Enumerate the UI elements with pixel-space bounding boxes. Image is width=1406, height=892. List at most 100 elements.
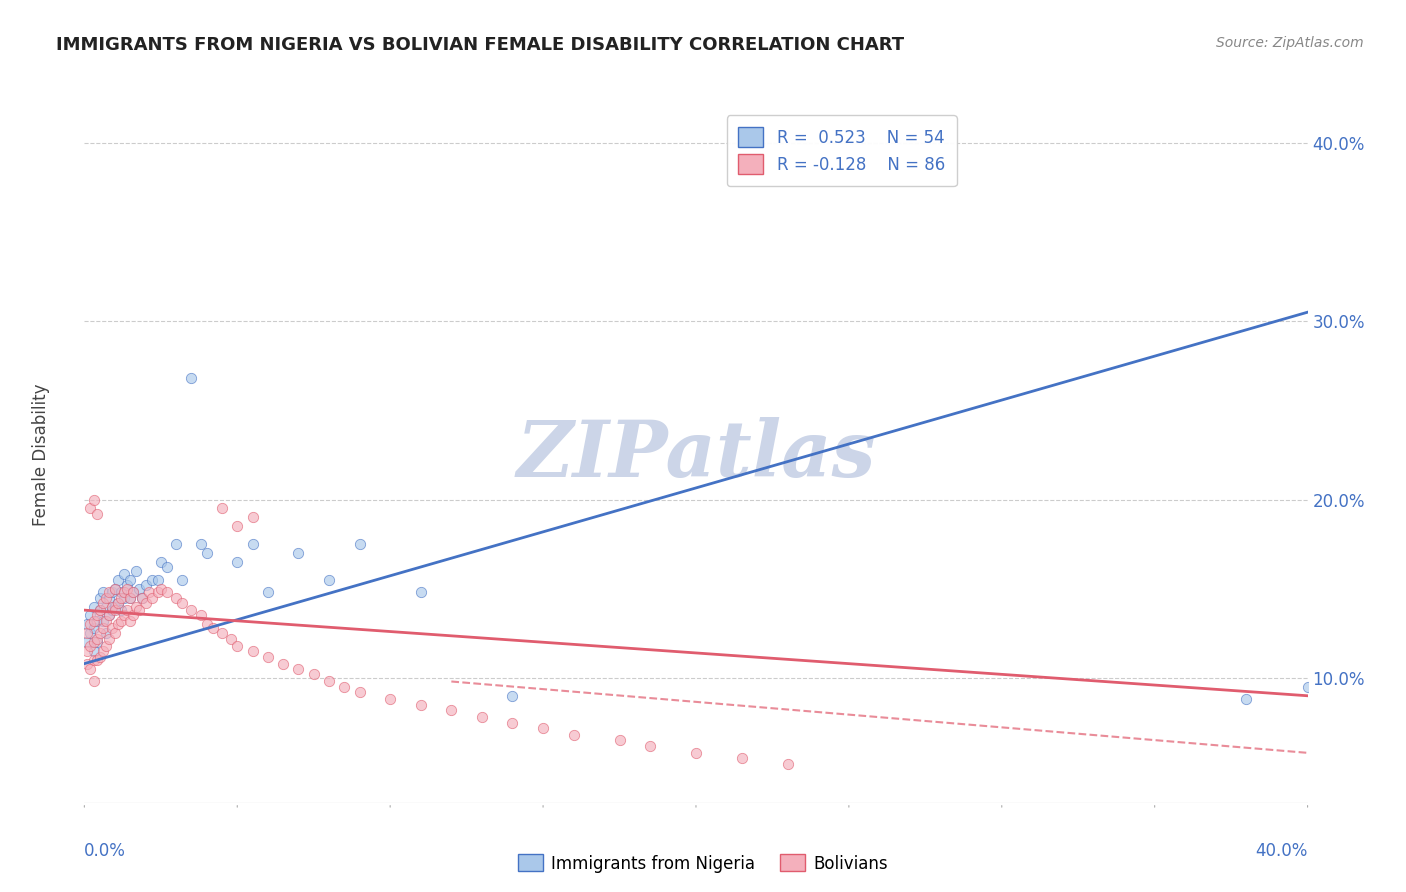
Point: [86, 632, 108, 646]
Point: [79, 639, 101, 653]
Point: [471, 710, 494, 724]
Point: [380, 692, 402, 706]
Point: [83, 599, 105, 614]
Point: [122, 608, 145, 623]
Point: [97, 608, 120, 623]
Point: [122, 585, 145, 599]
Point: [115, 578, 138, 592]
Point: [94, 591, 117, 605]
Point: [89, 591, 111, 605]
Point: [83, 674, 105, 689]
Point: [502, 715, 524, 730]
Point: [79, 617, 101, 632]
Point: [125, 599, 148, 614]
Point: [104, 582, 127, 596]
Point: [165, 537, 187, 551]
Point: [94, 639, 117, 653]
Point: [219, 632, 242, 646]
Point: [112, 608, 135, 623]
Point: [531, 721, 554, 735]
Point: [91, 614, 114, 628]
Point: [104, 626, 127, 640]
Point: [242, 644, 264, 658]
Point: [609, 733, 631, 747]
Point: [156, 560, 179, 574]
Text: ZIPatlas: ZIPatlas: [516, 417, 876, 493]
Point: [120, 591, 142, 605]
Point: [120, 573, 142, 587]
Point: [318, 674, 340, 689]
Point: [172, 596, 194, 610]
Point: [131, 591, 153, 605]
Point: [349, 685, 371, 699]
Point: [138, 585, 160, 599]
Point: [409, 585, 432, 599]
Point: [91, 621, 114, 635]
Point: [94, 599, 117, 614]
Point: [685, 746, 707, 760]
Point: [128, 603, 150, 617]
Point: [86, 507, 108, 521]
Point: [83, 614, 105, 628]
Point: [101, 603, 124, 617]
Point: [101, 599, 124, 614]
Point: [91, 585, 114, 599]
Point: [115, 603, 138, 617]
Point: [318, 573, 340, 587]
Point: [257, 649, 280, 664]
Point: [131, 591, 153, 605]
Legend: R =  0.523    N = 54, R = -0.128    N = 86: R = 0.523 N = 54, R = -0.128 N = 86: [727, 115, 956, 186]
Point: [120, 614, 142, 628]
Point: [86, 653, 108, 667]
Point: [195, 546, 218, 560]
Point: [89, 649, 111, 664]
Point: [211, 626, 233, 640]
Point: [201, 621, 224, 635]
Point: [112, 591, 135, 605]
Point: [104, 603, 127, 617]
Point: [110, 614, 132, 628]
Point: [110, 585, 132, 599]
Point: [112, 567, 135, 582]
Point: [97, 591, 120, 605]
Point: [79, 501, 101, 516]
Point: [149, 582, 172, 596]
Point: [135, 578, 157, 592]
Point: [562, 728, 585, 742]
Text: IMMIGRANTS FROM NIGERIA VS BOLIVIAN FEMALE DISABILITY CORRELATION CHART: IMMIGRANTS FROM NIGERIA VS BOLIVIAN FEMA…: [56, 36, 904, 54]
Point: [89, 603, 111, 617]
Point: [86, 635, 108, 649]
Point: [141, 573, 163, 587]
Point: [89, 626, 111, 640]
Point: [76, 617, 98, 632]
Point: [83, 644, 105, 658]
Point: [180, 371, 202, 385]
Point: [79, 662, 101, 676]
Point: [302, 667, 325, 681]
Point: [287, 546, 309, 560]
Point: [94, 614, 117, 628]
Point: [502, 689, 524, 703]
Point: [79, 626, 101, 640]
Point: [731, 751, 754, 765]
Point: [101, 585, 124, 599]
Point: [86, 608, 108, 623]
Point: [101, 621, 124, 635]
Point: [97, 632, 120, 646]
Point: [146, 585, 169, 599]
Point: [242, 510, 264, 524]
Text: Source: ZipAtlas.com: Source: ZipAtlas.com: [1216, 36, 1364, 50]
Point: [104, 582, 127, 596]
Point: [180, 603, 202, 617]
Point: [135, 596, 157, 610]
Point: [91, 596, 114, 610]
Point: [91, 644, 114, 658]
Point: [226, 555, 249, 569]
Point: [83, 635, 105, 649]
Point: [110, 603, 132, 617]
Point: [115, 582, 138, 596]
Point: [149, 555, 172, 569]
Point: [271, 657, 294, 671]
Point: [125, 564, 148, 578]
Point: [107, 573, 129, 587]
